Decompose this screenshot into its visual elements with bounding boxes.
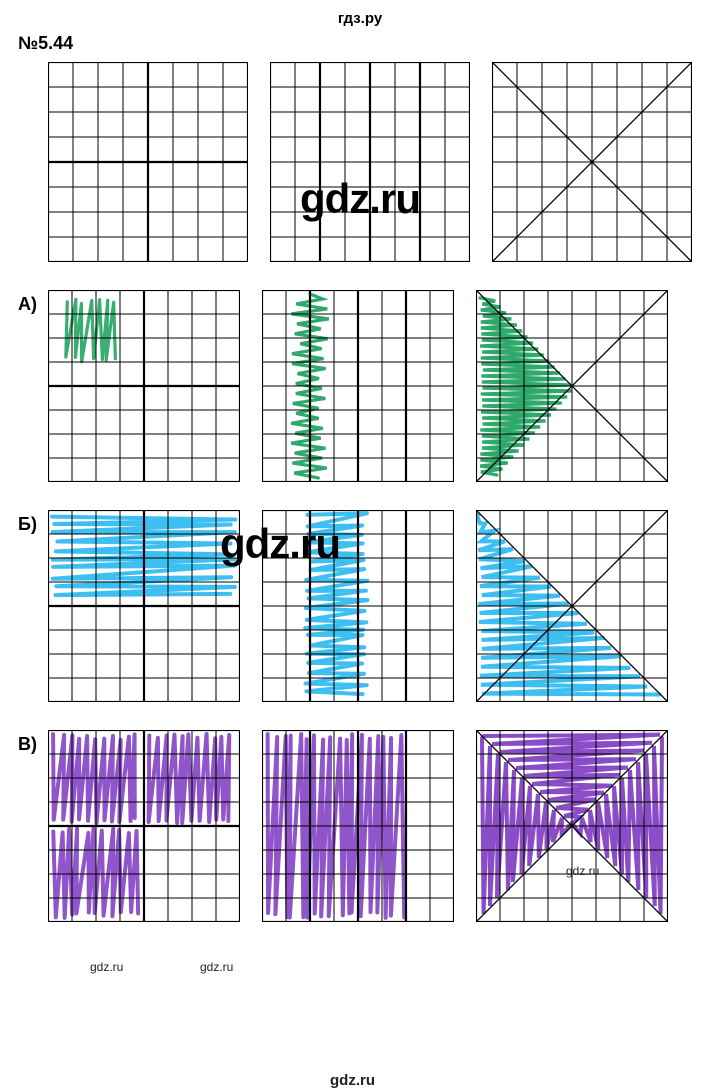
row-label-a: А) [18, 290, 48, 315]
grid-v-2 [262, 730, 454, 922]
watermark-small-2: gdz.ru [90, 960, 123, 974]
grid-a-1 [48, 290, 240, 482]
grid-b-2 [262, 510, 454, 702]
grid-b-3 [476, 510, 668, 702]
grid-b-1 [48, 510, 240, 702]
row-plain [18, 62, 702, 262]
page: гдз.ру №5.44 А) Б) В) [0, 0, 720, 1091]
grid-a-2 [262, 290, 454, 482]
row-label-empty [18, 62, 48, 66]
page-header: гдз.ру [18, 10, 702, 27]
grid-plain-3 [492, 62, 692, 262]
grid-a-3 [476, 290, 668, 482]
watermark-small-3: gdz.ru [200, 960, 233, 974]
row-a: А) [18, 290, 702, 482]
exercise-number: №5.44 [18, 33, 702, 54]
grid-plain-1 [48, 62, 248, 262]
grid-v-1 [48, 730, 240, 922]
watermark-bottom: gdz.ru [330, 1072, 375, 1089]
row-b: Б) [18, 510, 702, 702]
row-label-v: В) [18, 730, 48, 755]
grid-v-3 [476, 730, 668, 922]
row-label-b: Б) [18, 510, 48, 535]
grid-plain-2 [270, 62, 470, 262]
row-v: В) [18, 730, 702, 922]
